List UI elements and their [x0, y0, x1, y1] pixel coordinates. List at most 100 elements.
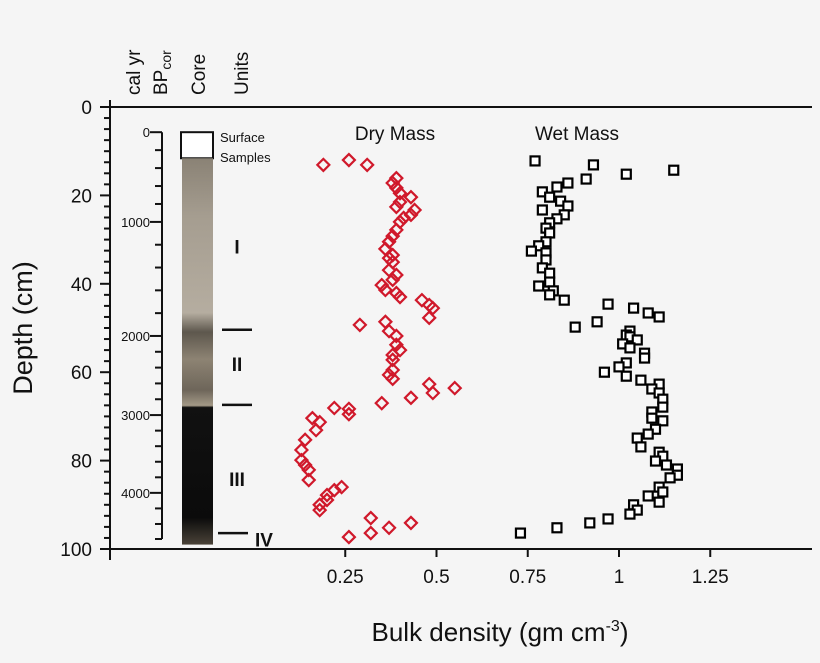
wet-mass-point — [657, 415, 669, 427]
header-cor-sub: cor — [158, 50, 174, 70]
dry-mass-point — [381, 520, 397, 536]
wet-mass-point — [544, 191, 556, 203]
unit-label: IV — [255, 530, 273, 551]
wet-mass-point — [668, 164, 680, 176]
wet-mass-point — [664, 472, 676, 484]
x-axis-title-end: ) — [620, 617, 629, 647]
surface-label: Surface — [220, 130, 265, 145]
wet-mass-point — [558, 294, 570, 306]
dry-mass-point — [392, 342, 408, 358]
dry-mass-point — [374, 395, 390, 411]
dry-mass-point — [388, 180, 404, 196]
y-axis-ticks: 0 20 40 60 80 100 — [60, 98, 110, 561]
dry-mass-point — [363, 525, 379, 541]
x-axis-title-sup: -3 — [606, 618, 620, 635]
wet-mass-point — [624, 342, 636, 354]
header-bp-cor: BPcor — [151, 50, 174, 95]
dry-mass-point — [403, 515, 419, 531]
wet-mass-point — [649, 455, 662, 467]
dry-mass-point — [403, 207, 419, 223]
wet-mass-point — [642, 428, 654, 440]
dry-mass-point — [388, 222, 404, 238]
y-tick-label: 80 — [71, 452, 92, 473]
dry-mass-point — [363, 510, 379, 526]
dry-mass-point — [326, 482, 342, 498]
wet-mass-point — [602, 513, 614, 525]
wet-mass-point — [544, 289, 556, 301]
dry-mass-point — [334, 479, 350, 495]
dry-mass-point — [447, 380, 463, 396]
wet-mass-point — [591, 316, 603, 328]
dry-mass-point — [341, 152, 357, 168]
legend-wet-mass: Wet Mass — [535, 124, 619, 145]
header-cal-yr: cal yr — [124, 49, 145, 95]
wet-mass-point — [635, 441, 647, 453]
wet-mass-point — [653, 311, 665, 323]
wet-mass-point — [627, 302, 640, 314]
unit-label: II — [232, 355, 243, 376]
y-tick-label: 100 — [60, 540, 92, 561]
surface-sample-box — [180, 131, 214, 160]
wet-mass-point — [631, 432, 643, 444]
dry-mass-point — [421, 310, 437, 326]
y-tick-label: 0 — [81, 98, 92, 119]
dry-mass-point — [388, 199, 404, 215]
age-tick-label: 1000 — [121, 215, 150, 230]
dry-mass-point — [377, 282, 393, 298]
dry-mass-point — [341, 401, 357, 417]
wet-mass-point — [624, 508, 636, 520]
wet-mass-point — [613, 361, 625, 373]
wet-mass-point — [529, 155, 541, 167]
wet-mass-point — [642, 307, 654, 319]
wet-mass-point — [536, 204, 548, 216]
core-image — [182, 158, 213, 545]
header-bp: BP — [151, 70, 172, 95]
unit-label: I — [234, 238, 239, 259]
dry-mass-point — [293, 442, 310, 458]
y-tick-label: 40 — [71, 275, 92, 296]
wet-mass-point — [580, 173, 592, 185]
dry-mass-point — [319, 492, 335, 508]
y-tick-label: 20 — [71, 186, 92, 207]
header-units: Units — [232, 52, 253, 95]
wet-mass-point — [551, 522, 563, 534]
wet-mass-point — [569, 321, 581, 333]
legend-dry-mass: Dry Mass — [355, 124, 435, 145]
wet-mass-point — [660, 459, 673, 471]
dry-mass-point — [381, 323, 397, 339]
wet-mass-point — [598, 366, 611, 378]
dry-mass-point — [304, 410, 320, 426]
wet-mass-point — [514, 527, 527, 539]
dry-mass-point — [385, 272, 401, 288]
dry-mass-point — [319, 487, 335, 503]
dry-mass-point — [341, 529, 357, 545]
dry-mass-point — [301, 472, 317, 488]
wet-mass-point — [631, 334, 643, 346]
x-axis-title: Bulk density (gm cm-3) — [372, 617, 629, 647]
wet-mass-point — [525, 245, 538, 257]
dry-mass-point — [403, 390, 419, 406]
dry-mass-point — [385, 371, 401, 387]
dry-mass-point — [385, 352, 401, 368]
dry-mass-point — [312, 502, 328, 518]
age-tick-label: 2000 — [121, 329, 150, 344]
wet-mass-point — [602, 298, 614, 310]
wet-mass-point — [533, 280, 545, 292]
y-axis-title: Depth (cm) — [8, 261, 38, 395]
data-points — [293, 152, 684, 545]
wet-mass-point — [642, 490, 654, 502]
dry-mass-point — [308, 422, 324, 438]
wet-mass-series — [514, 155, 684, 539]
wet-mass-point — [551, 181, 563, 193]
x-tick-label: 0.5 — [423, 567, 449, 588]
dry-mass-point — [312, 497, 328, 513]
dry-mass-point — [388, 337, 404, 353]
wet-mass-point — [544, 227, 556, 239]
dry-mass-point — [385, 228, 401, 244]
dry-mass-point — [326, 400, 342, 416]
header-core: Core — [189, 54, 210, 95]
wet-mass-point — [653, 496, 665, 508]
wet-mass-point — [544, 276, 556, 288]
core-column: Surface Samples — [180, 130, 271, 545]
